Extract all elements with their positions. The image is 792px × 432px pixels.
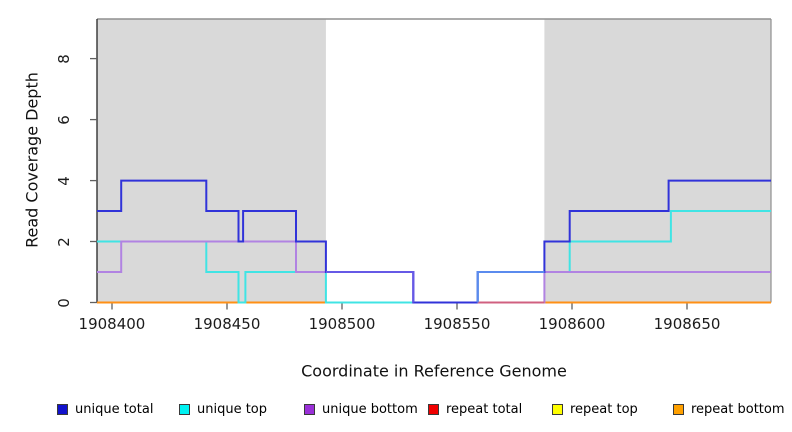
legend-item-repeat-total: repeat total <box>428 401 522 417</box>
x-tick-label: 1908450 <box>193 315 261 333</box>
legend-swatch-repeat-bottom <box>673 403 684 415</box>
y-tick-label: 8 <box>55 53 73 64</box>
legend-label: repeat bottom <box>691 401 785 417</box>
legend-swatch-unique-top <box>179 403 190 415</box>
legend-swatch-unique-total <box>57 403 68 415</box>
series-line-unique-top <box>97 210 771 304</box>
x-tick-label: 1908650 <box>653 315 721 333</box>
shaded-region <box>544 19 771 303</box>
x-tick-label: 1908550 <box>423 315 491 333</box>
y-tick-label: 6 <box>55 114 73 125</box>
legend-item-repeat-top: repeat top <box>552 401 638 417</box>
legend-label: unique total <box>75 401 154 417</box>
legend-item-unique-total: unique total <box>57 401 153 417</box>
legend-item-unique-bottom: unique bottom <box>304 401 418 417</box>
legend-label: repeat top <box>570 401 638 417</box>
x-tick-label: 1908500 <box>308 315 376 333</box>
y-axis-title: Read Coverage Depth <box>22 72 42 248</box>
legend-swatch-repeat-top <box>552 403 563 415</box>
legend-item-unique-top: unique top <box>179 401 267 417</box>
shaded-region <box>97 19 326 303</box>
legend-label: repeat total <box>446 401 523 417</box>
x-axis-title: Coordinate in Reference Genome <box>301 361 567 381</box>
legend-item-repeat-bottom: repeat bottom <box>673 401 785 417</box>
legend-label: unique top <box>197 401 268 417</box>
legend-label: unique bottom <box>322 401 418 417</box>
x-tick-label: 1908600 <box>538 315 606 333</box>
series-line-unique-total <box>97 179 771 304</box>
overlap-blend-segment <box>476 271 545 303</box>
y-tick-label: 2 <box>55 236 73 247</box>
legend-swatch-unique-bottom <box>304 403 315 415</box>
x-tick-label: 1908400 <box>78 315 146 333</box>
legend-swatch-repeat-total <box>428 403 439 415</box>
y-tick-label: 4 <box>55 175 73 186</box>
overlap-blend-segment <box>325 271 415 303</box>
y-tick-label: 0 <box>55 297 73 308</box>
